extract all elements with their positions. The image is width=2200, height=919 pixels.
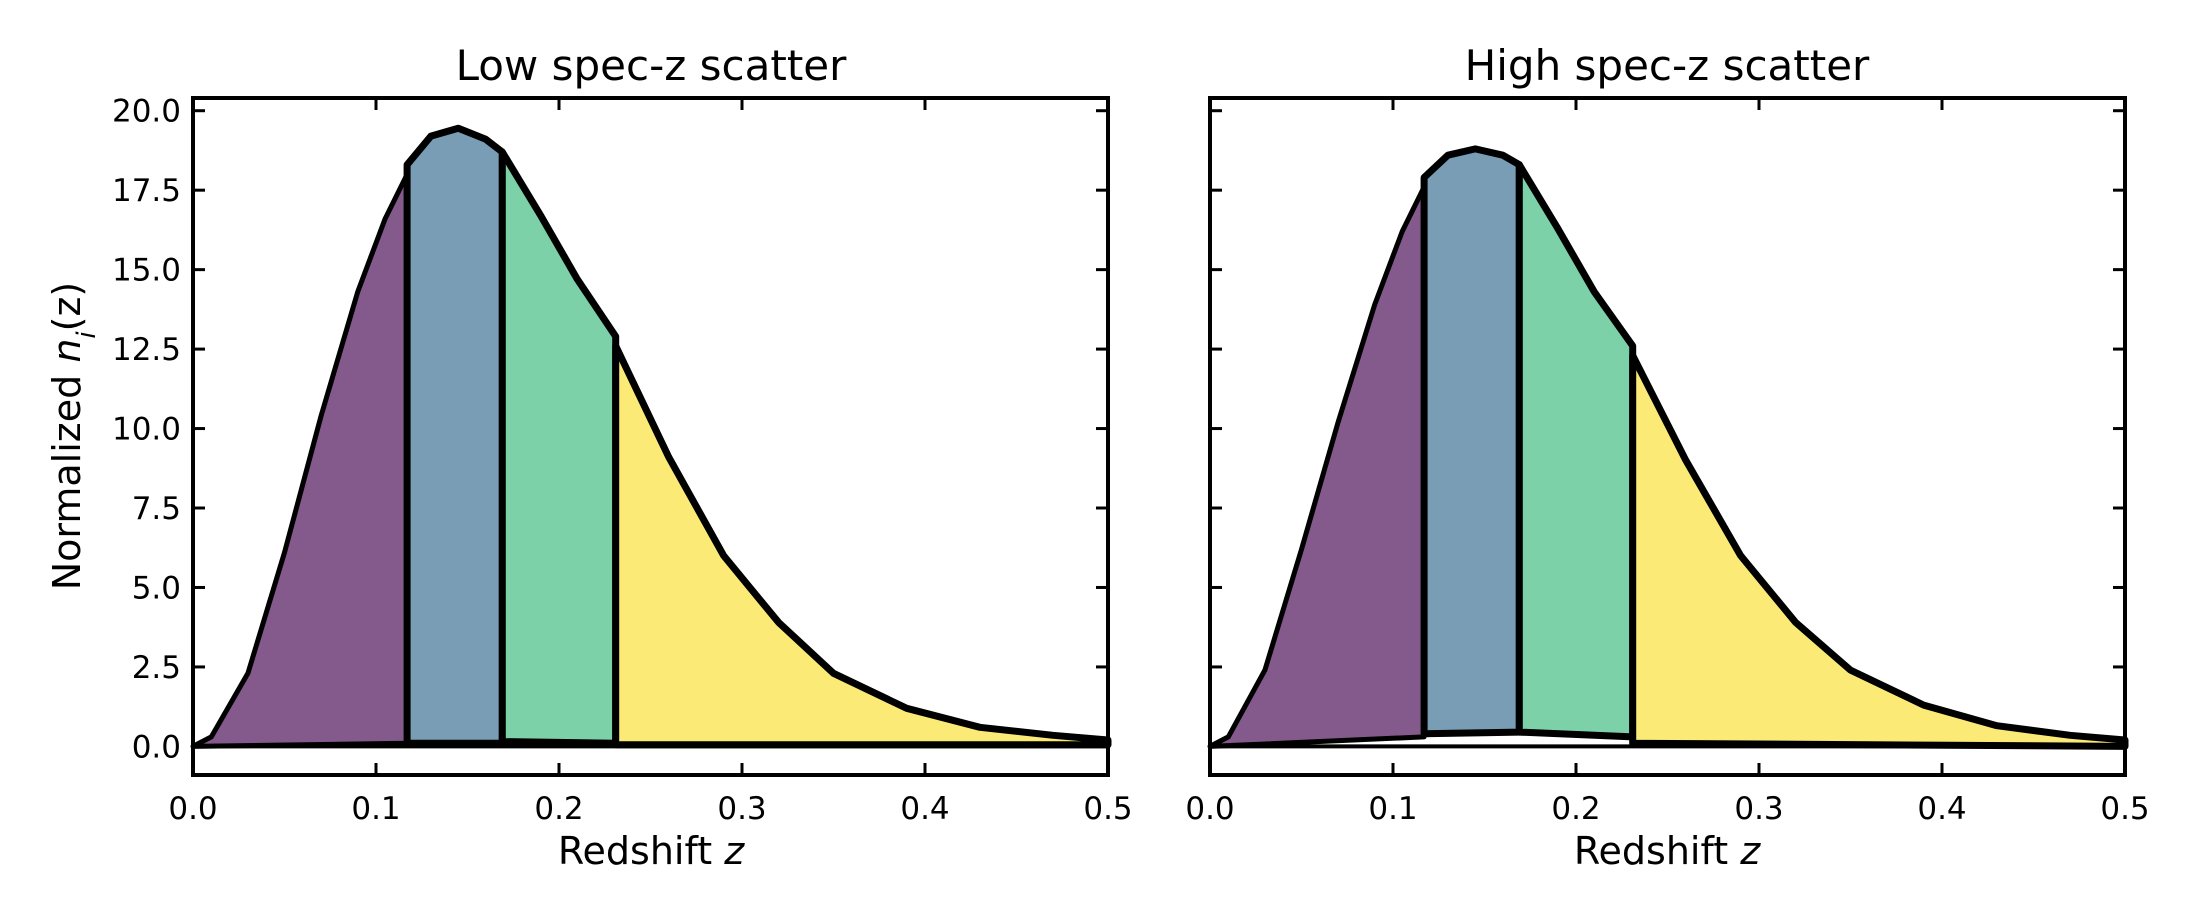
plot-frame	[191, 96, 1110, 777]
x-tick-label: 0.5	[2100, 791, 2149, 827]
ticks	[191, 98, 1110, 775]
y-tick-label: 15.0	[112, 253, 181, 289]
x-axis-label: Redshift z	[1574, 829, 1761, 873]
plot-frame	[1208, 96, 2127, 777]
chart-title: High spec-z scatter	[1465, 41, 1870, 90]
y-tick-label: 10.0	[112, 412, 181, 448]
y-axis-label-var: n	[45, 339, 89, 363]
bin-3-area	[1515, 161, 1637, 741]
chart-title: Low spec-z scatter	[456, 41, 848, 90]
x-tick-labels: 0.0 0.1 0.2 0.3 0.4 0.5	[168, 791, 1132, 827]
y-tick-label: 2.5	[132, 650, 181, 686]
y-axis-label-arg: (z)	[45, 282, 89, 332]
x-tick-label: 0.2	[534, 791, 583, 827]
x-tick-label: 0.1	[351, 791, 400, 827]
x-tick-label: 0.1	[1368, 791, 1417, 827]
bin-4-area	[612, 342, 1112, 749]
x-tick-label: 0.3	[1734, 791, 1783, 827]
x-tick-label: 0.0	[168, 791, 217, 827]
x-tick-label: 0.2	[1551, 791, 1600, 827]
x-tick-label: 0.4	[900, 791, 949, 827]
x-axis-label-text: Redshift	[1574, 829, 1728, 873]
bin-4-area	[1629, 352, 2129, 750]
x-tick-label: 0.4	[1917, 791, 1966, 827]
chart-panel-low-scatter: Low spec-z scatter 0.0 2.5 5.0 7.5 10.0 12.5 1…	[45, 41, 1133, 873]
bin-fills	[1207, 145, 2129, 750]
bin-3-area	[498, 148, 620, 747]
bin-2-area	[403, 124, 506, 747]
x-axis-label-text: Redshift	[558, 829, 712, 873]
bin-1-area	[190, 171, 410, 749]
chart-panel-high-scatter: High spec-z scatter 0.0 0.1 0.2 0.3 0.4 0.5 R…	[1185, 41, 2149, 873]
x-axis-label-var: z	[1739, 829, 1761, 873]
y-axis-label-text: Normalized	[45, 375, 89, 591]
y-tick-label: 5.0	[132, 570, 181, 606]
x-axis-label: Redshift z	[558, 829, 745, 873]
y-tick-labels: 0.0 2.5 5.0 7.5 10.0 12.5 15.0 17.5 20.0	[112, 94, 181, 766]
y-tick-label: 17.5	[112, 173, 181, 209]
bin-fills	[190, 124, 1112, 749]
y-axis-label: Normalized ni(z)	[45, 282, 102, 591]
y-tick-label: 12.5	[112, 332, 181, 368]
x-tick-labels: 0.0 0.1 0.2 0.3 0.4 0.5	[1185, 791, 2149, 827]
y-axis-label-sub: i	[72, 331, 102, 339]
bin-2-area	[1420, 145, 1523, 738]
bin-1-area	[1207, 184, 1427, 749]
x-tick-label: 0.3	[717, 791, 766, 827]
x-tick-label: 0.0	[1185, 791, 1234, 827]
y-tick-label: 20.0	[112, 94, 181, 130]
y-tick-label: 0.0	[132, 729, 181, 765]
x-tick-label: 0.5	[1083, 791, 1132, 827]
ticks	[1208, 98, 2127, 775]
y-tick-label: 7.5	[132, 491, 181, 527]
x-axis-label-var: z	[723, 829, 745, 873]
